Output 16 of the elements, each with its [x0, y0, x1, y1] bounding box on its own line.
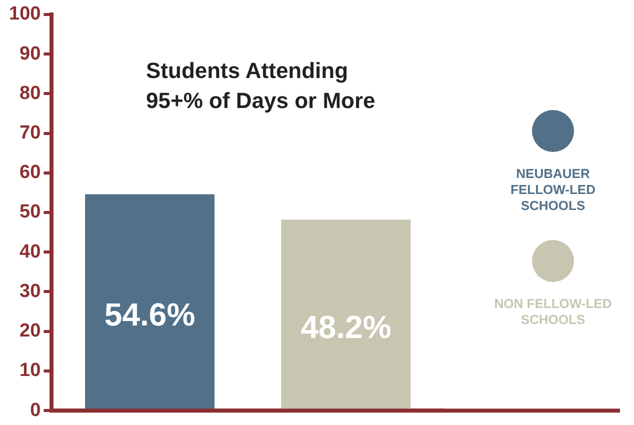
data-label: 54.6%: [104, 296, 196, 333]
y-tick-label: 10: [20, 360, 41, 382]
y-tick-label: 30: [20, 280, 41, 302]
y-tick-label: 70: [20, 122, 41, 144]
y-tick-label: 100: [9, 4, 41, 25]
y-tick-label: 90: [20, 43, 41, 64]
text: Students Attending 95+% of Days or More: [146, 57, 376, 115]
y-tick-label: 60: [20, 162, 41, 184]
text: NON FELLOW-LED SCHOOLS: [493, 296, 613, 328]
y-tick-label: 80: [20, 82, 41, 104]
y-tick-label: 20: [20, 320, 41, 342]
data-label: 48.2%: [300, 309, 392, 346]
y-tick-label: 50: [20, 202, 41, 223]
y-tick-label: 40: [20, 241, 41, 262]
text: NEUBAUER FELLOW-LED SCHOOLS: [510, 166, 596, 214]
y-tick-label: 0: [30, 400, 41, 421]
